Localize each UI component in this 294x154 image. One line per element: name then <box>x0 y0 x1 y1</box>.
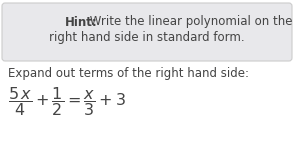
Text: Expand out terms of the right hand side:: Expand out terms of the right hand side: <box>8 67 249 81</box>
Text: right hand side in standard form.: right hand side in standard form. <box>49 32 245 45</box>
Text: $\dfrac{5\,x}{4} + \dfrac{1}{2} = \dfrac{x}{3} + 3$: $\dfrac{5\,x}{4} + \dfrac{1}{2} = \dfrac… <box>8 85 126 118</box>
Text: Write the linear polynomial on the: Write the linear polynomial on the <box>86 16 292 28</box>
FancyBboxPatch shape <box>2 3 292 61</box>
Text: Hint:: Hint: <box>65 16 97 28</box>
